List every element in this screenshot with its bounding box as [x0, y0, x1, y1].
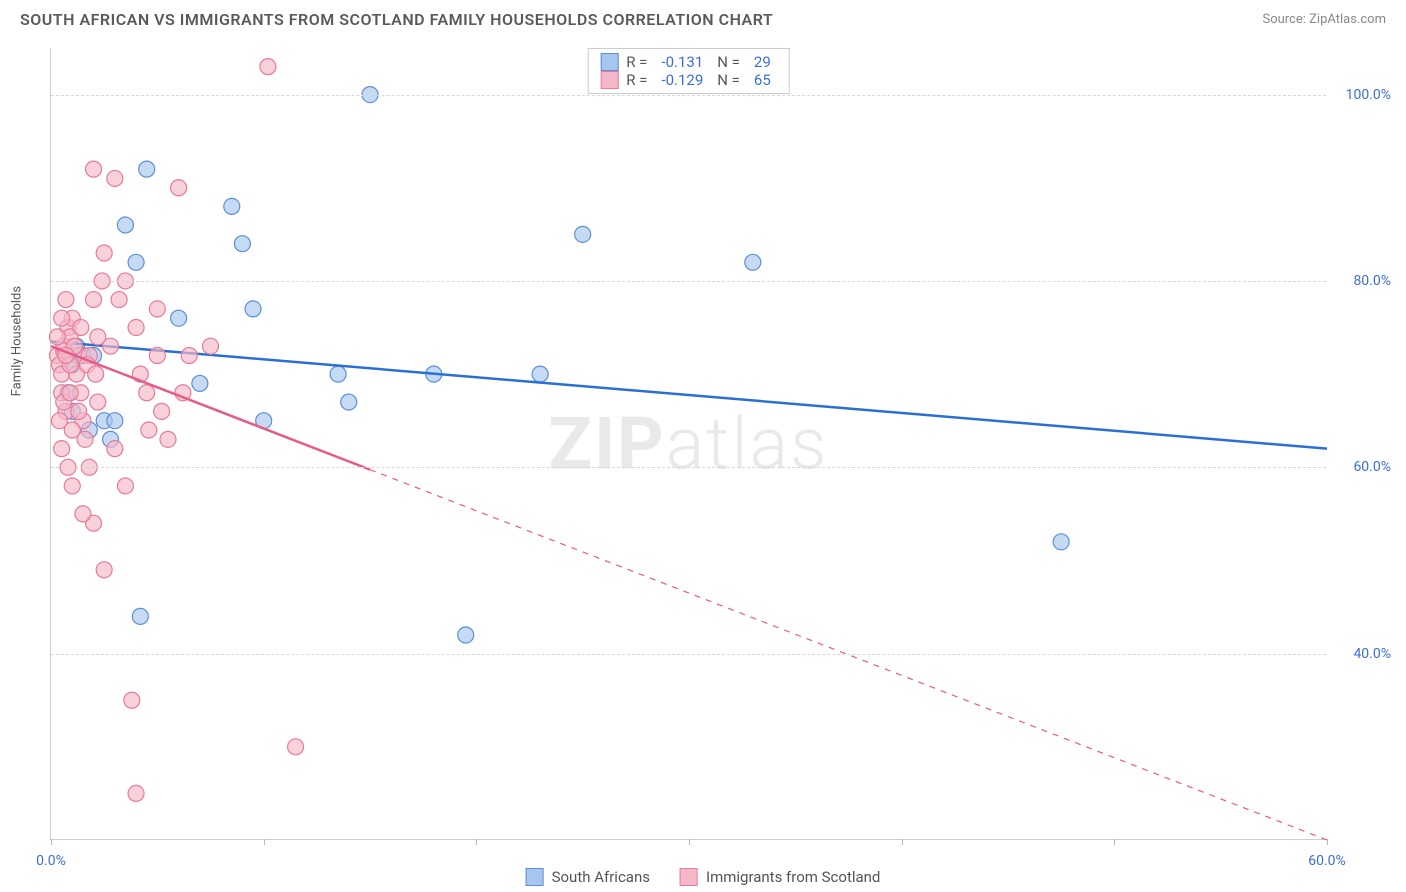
- scatter-point: [203, 338, 219, 354]
- scatter-point: [288, 739, 304, 755]
- legend-row: R = -0.129 N = 65: [600, 71, 777, 89]
- n-value: 65: [754, 71, 771, 89]
- scatter-point: [224, 198, 240, 214]
- scatter-point: [192, 375, 208, 391]
- x-tick: [902, 839, 903, 845]
- scatter-point: [62, 385, 78, 401]
- scatter-point: [86, 161, 102, 177]
- x-tick: [689, 839, 690, 845]
- scatter-point: [141, 422, 157, 438]
- scatter-point: [75, 506, 91, 522]
- series-legend: South Africans Immigrants from Scotland: [526, 868, 881, 886]
- scatter-point: [96, 245, 112, 261]
- gridline: [51, 467, 1326, 468]
- legend-swatch: [600, 53, 618, 71]
- scatter-point: [88, 366, 104, 382]
- scatter-point: [532, 366, 548, 382]
- x-tick: [1114, 839, 1115, 845]
- scatter-point: [111, 292, 127, 308]
- scatter-point: [132, 608, 148, 624]
- scatter-point: [54, 441, 70, 457]
- scatter-point: [64, 422, 80, 438]
- scatter-point: [128, 320, 144, 336]
- y-tick-label: 100.0%: [1346, 87, 1391, 103]
- r-label: R =: [626, 71, 647, 89]
- series-legend-item: Immigrants from Scotland: [680, 868, 880, 886]
- series-legend-label: South Africans: [552, 868, 650, 886]
- scatter-point: [107, 441, 123, 457]
- scatter-point: [58, 292, 74, 308]
- gridline: [51, 95, 1326, 96]
- chart-title: SOUTH AFRICAN VS IMMIGRANTS FROM SCOTLAN…: [20, 10, 773, 29]
- scatter-point: [107, 170, 123, 186]
- scatter-point: [71, 403, 87, 419]
- n-value: 29: [754, 53, 771, 71]
- x-tick-label: 0.0%: [36, 853, 66, 869]
- trend-line: [51, 342, 1327, 449]
- x-tick: [1327, 839, 1328, 845]
- trend-line-dashed: [370, 470, 1327, 840]
- scatter-point: [73, 320, 89, 336]
- y-tick-label: 40.0%: [1353, 646, 1391, 662]
- scatter-point: [124, 692, 140, 708]
- scatter-point: [154, 403, 170, 419]
- legend-swatch: [680, 868, 698, 886]
- y-tick-label: 60.0%: [1353, 459, 1391, 475]
- legend-swatch: [600, 71, 618, 89]
- scatter-point: [245, 301, 261, 317]
- chart-source: Source: ZipAtlas.com: [1262, 12, 1386, 27]
- scatter-point: [260, 59, 276, 75]
- y-tick-label: 80.0%: [1353, 273, 1391, 289]
- correlation-legend: R = -0.131 N = 29 R = -0.129 N = 65: [587, 48, 790, 94]
- scatter-point: [64, 478, 80, 494]
- gridline: [51, 281, 1326, 282]
- scatter-point: [458, 627, 474, 643]
- scatter-point: [86, 292, 102, 308]
- scatter-point: [171, 180, 187, 196]
- scatter-point: [160, 431, 176, 447]
- scatter-point: [107, 413, 123, 429]
- scatter-point: [234, 236, 250, 252]
- scatter-point: [575, 226, 591, 242]
- scatter-point: [49, 329, 65, 345]
- scatter-point: [90, 394, 106, 410]
- r-label: R =: [626, 53, 647, 71]
- scatter-point: [128, 254, 144, 270]
- scatter-point: [103, 338, 119, 354]
- x-tick: [51, 839, 52, 845]
- series-legend-label: Immigrants from Scotland: [706, 868, 880, 886]
- n-label: N =: [717, 53, 740, 71]
- x-tick: [476, 839, 477, 845]
- n-label: N =: [717, 71, 740, 89]
- legend-row: R = -0.131 N = 29: [600, 53, 777, 71]
- scatter-point: [128, 785, 144, 801]
- scatter-point: [139, 385, 155, 401]
- scatter-point: [54, 310, 70, 326]
- scatter-point: [745, 254, 761, 270]
- r-value: -0.131: [661, 53, 703, 71]
- scatter-point: [96, 562, 112, 578]
- scatter-point: [171, 310, 187, 326]
- scatter-point: [139, 161, 155, 177]
- scatter-point: [149, 347, 165, 363]
- chart-plot-area: Family Households ZIPatlas R =-0.131N =2…: [50, 48, 1326, 840]
- legend-swatch: [526, 868, 544, 886]
- scatter-point: [117, 478, 133, 494]
- scatter-point: [181, 347, 197, 363]
- x-tick: [264, 839, 265, 845]
- gridline: [51, 654, 1326, 655]
- r-value: -0.129: [661, 71, 703, 89]
- series-legend-item: South Africans: [526, 868, 650, 886]
- scatter-plot-svg: [51, 48, 1326, 839]
- scatter-point: [149, 301, 165, 317]
- scatter-point: [1053, 534, 1069, 550]
- y-axis-label: Family Households: [10, 285, 25, 395]
- scatter-point: [117, 217, 133, 233]
- scatter-point: [330, 366, 346, 382]
- x-tick-label: 60.0%: [1308, 853, 1346, 869]
- scatter-point: [341, 394, 357, 410]
